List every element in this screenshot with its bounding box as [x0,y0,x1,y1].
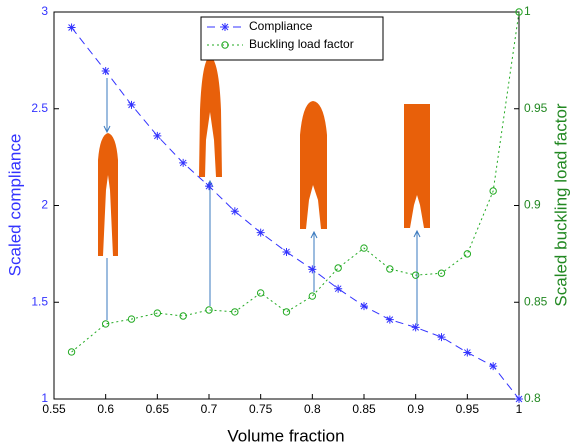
point [256,228,265,237]
point [489,362,498,371]
y2-tick-label: 0.85 [524,294,548,308]
point [411,271,420,279]
point [205,306,213,314]
x-tick-label: 0.85 [352,402,376,416]
design-shape [199,56,222,177]
x-tick-label: 0.6 [97,402,114,416]
point [282,247,291,256]
point [101,320,110,328]
series-line [71,27,520,400]
point [282,308,291,316]
point [308,292,317,300]
y-tick-label: 2 [41,198,48,212]
y2-tick-label: 0.9 [524,198,541,212]
point [463,348,472,357]
point [360,302,368,311]
y2-tick-label: 1 [524,4,531,18]
point [153,309,162,317]
point [334,284,343,293]
x-tick-label: 0.9 [407,402,424,416]
point [515,395,523,403]
design-shapes [98,56,430,256]
series-line [71,11,520,353]
point [411,323,420,332]
point [515,8,523,16]
point [205,182,213,191]
design-shape [300,101,327,229]
point [256,289,265,297]
point [101,67,110,76]
point [360,244,368,252]
point [334,264,342,272]
y-tick-label: 1 [41,391,48,405]
point [179,158,188,167]
point [463,250,472,258]
x-axis-label: Volume fraction [227,426,344,445]
x-tick-label: 1 [516,402,523,416]
arrow-head [413,229,421,238]
point [179,312,187,320]
legend-label: Buckling load factor [249,37,354,51]
point [489,187,497,195]
x-tick-label: 0.55 [42,402,66,416]
point [153,131,162,140]
x-tick-label: 0.7 [201,402,218,416]
y2-tick-label: 0.95 [524,101,548,115]
point [386,265,394,273]
y2-tick-label: 0.8 [524,391,541,405]
point [127,100,136,109]
y2-axis-label: Scaled buckling load factor [551,103,570,307]
x-tick-label: 0.8 [304,402,321,416]
point [437,333,446,342]
design-shape [98,133,118,256]
point [308,265,317,274]
arrow-head [103,125,111,134]
point [385,315,394,324]
y-tick-label: 1.5 [31,294,48,308]
y-tick-label: 3 [41,4,48,18]
point [127,315,136,323]
point [231,308,239,316]
plot-frame [53,11,520,400]
point [230,207,239,216]
x-tick-label: 0.95 [456,402,480,416]
y-tick-label: 2.5 [31,101,48,115]
point [67,23,76,32]
arrow-head [310,230,318,239]
legend-marker [221,23,229,31]
point [67,348,76,356]
x-tick-label: 0.65 [146,402,170,416]
point [437,269,446,277]
x-tick-label: 0.75 [249,402,273,416]
y-axis-label: Scaled compliance [5,134,24,277]
legend-box [200,16,384,61]
design-shape [404,104,430,228]
legend-marker [221,41,229,49]
legend-label: Compliance [249,19,313,33]
